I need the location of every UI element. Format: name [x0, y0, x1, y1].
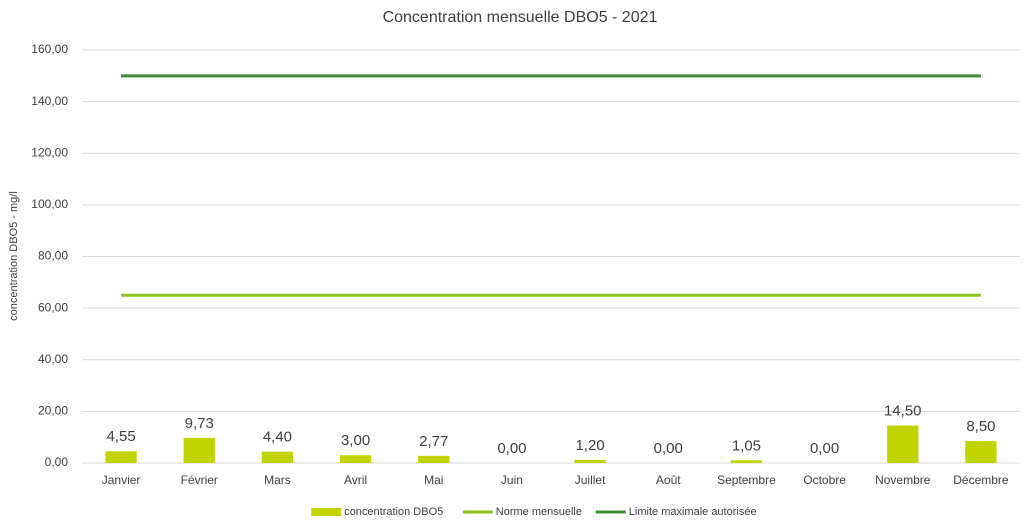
x-tick-label: Mai: [424, 473, 443, 487]
data-label: 1,05: [732, 437, 761, 454]
x-tick-label: Août: [656, 473, 681, 487]
legend-label: Limite maximale autorisée: [629, 506, 757, 518]
x-tick-label: Février: [181, 473, 218, 487]
bar: [183, 437, 215, 463]
y-tick-label: 0,00: [45, 455, 69, 469]
x-tick-label: Septembre: [717, 473, 776, 487]
data-label: 0,00: [810, 440, 839, 457]
x-tick-label: Juillet: [575, 473, 606, 487]
x-tick-label: Octobre: [803, 473, 846, 487]
y-tick-label: 160,00: [31, 42, 68, 56]
x-tick-label: Avril: [344, 473, 367, 487]
x-tick-label: Janvier: [102, 473, 141, 487]
y-tick-label: 60,00: [38, 300, 68, 314]
y-tick-label: 20,00: [38, 404, 68, 418]
y-tick-label: 80,00: [38, 249, 68, 263]
x-tick-label: Novembre: [875, 473, 931, 487]
y-tick-label: 100,00: [31, 197, 68, 211]
data-label: 4,55: [106, 428, 135, 445]
data-label: 0,00: [654, 440, 683, 457]
bar: [339, 455, 372, 463]
x-tick-label: Juin: [501, 473, 523, 487]
bar: [965, 441, 997, 463]
data-label: 1,20: [575, 437, 604, 454]
data-label: 9,73: [185, 415, 214, 432]
legend-label: Norme mensuelle: [496, 506, 582, 518]
data-label: 8,50: [966, 418, 995, 435]
y-tick-label: 40,00: [38, 352, 68, 366]
x-tick-label: Décembre: [953, 473, 1009, 487]
bar: [105, 451, 137, 463]
x-tick-label: Mars: [264, 473, 291, 487]
bar: [261, 451, 294, 463]
data-label: 3,00: [341, 432, 370, 449]
y-axis-label: concentration DBO5 - mg/l: [8, 191, 20, 321]
legend-label: concentration DBO5: [344, 506, 443, 518]
legend-swatch: [311, 508, 342, 516]
bar: [730, 460, 763, 463]
data-label: 4,40: [263, 429, 292, 446]
data-label: 0,00: [497, 440, 526, 457]
bar: [418, 455, 450, 463]
bar: [887, 425, 919, 463]
chart-title: Concentration mensuelle DBO5 - 2021: [383, 9, 658, 26]
y-tick-label: 120,00: [31, 145, 68, 159]
data-label: 14,50: [884, 403, 922, 420]
bar: [574, 459, 606, 463]
y-tick-label: 140,00: [31, 94, 68, 108]
data-label: 2,77: [419, 433, 448, 450]
